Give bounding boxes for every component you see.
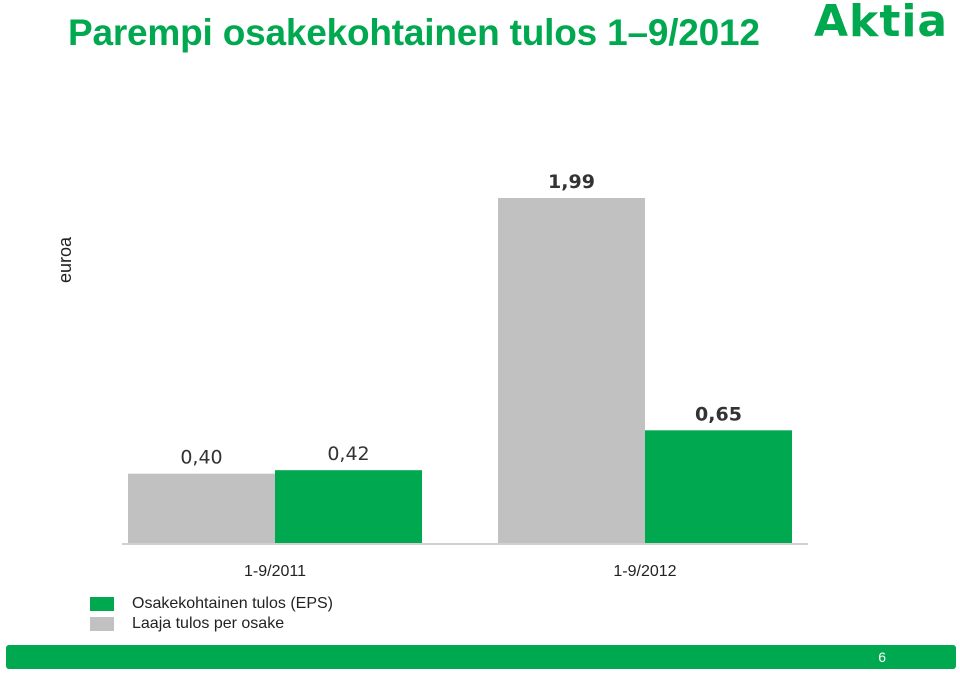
bar-comprehensive-1 [128, 473, 275, 543]
legend-item-comprehensive: Laaja tulos per osake [90, 614, 333, 634]
bar-comprehensive-2 [498, 198, 645, 543]
value-label-comprehensive-1: 0,40 [180, 447, 222, 469]
legend: Osakekohtainen tulos (EPS) Laaja tulos p… [90, 594, 333, 634]
legend-swatch-eps [90, 597, 114, 611]
legend-swatch-comprehensive [90, 617, 114, 631]
category-labels-group: 1-9/2011 1-9/2012 [244, 563, 677, 580]
bar-eps-2 [645, 430, 792, 543]
legend-label-eps: Osakekohtainen tulos (EPS) [132, 595, 333, 612]
slide-title: Parempi osakekohtainen tulos 1–9/2012 [68, 12, 760, 53]
aktia-logo: Aktia [814, 0, 949, 47]
bars-group [128, 198, 792, 543]
value-label-comprehensive-2: 1,99 [548, 171, 595, 193]
bar-eps-1 [275, 470, 422, 543]
legend-label-comprehensive: Laaja tulos per osake [132, 615, 285, 632]
value-label-eps-1: 0,42 [327, 443, 369, 465]
legend-item-eps: Osakekohtainen tulos (EPS) [90, 594, 333, 614]
category-label-2: 1-9/2012 [613, 563, 676, 580]
value-labels-group: 0,40 0,42 1,99 0,65 [180, 171, 742, 469]
bar-chart: 0,40 0,42 1,99 0,65 1-9/2011 1-9/2012 [122, 171, 808, 580]
page-number: 6 [878, 649, 886, 665]
category-label-1: 1-9/2011 [244, 563, 306, 580]
footer-bar: 6 [6, 645, 956, 669]
value-label-eps-2: 0,65 [695, 403, 742, 425]
